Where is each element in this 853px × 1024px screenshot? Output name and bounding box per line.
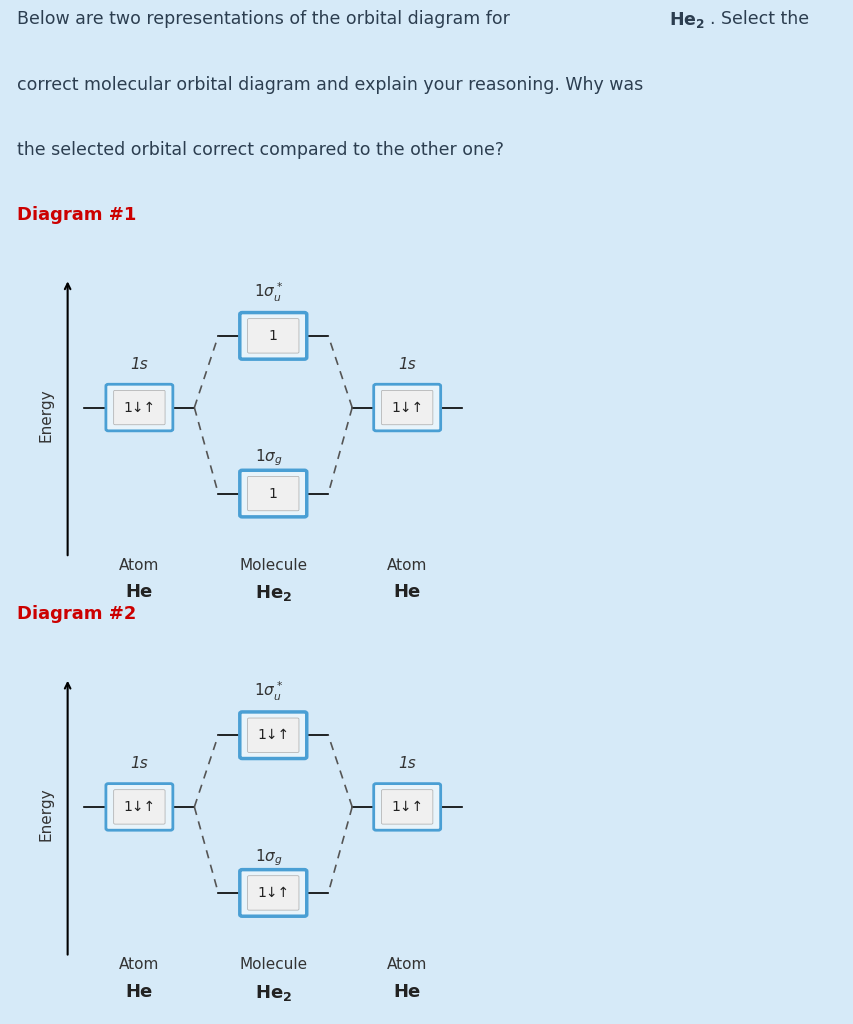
- FancyBboxPatch shape: [247, 318, 299, 353]
- Text: He: He: [125, 584, 153, 601]
- Text: correct molecular orbital diagram and explain your reasoning. Why was: correct molecular orbital diagram and ex…: [17, 77, 642, 94]
- Text: 1s: 1s: [397, 356, 415, 372]
- Text: Atom: Atom: [386, 558, 426, 573]
- Text: He: He: [393, 584, 421, 601]
- Text: $\mathbf{He_2}$: $\mathbf{He_2}$: [254, 983, 292, 1002]
- FancyBboxPatch shape: [374, 384, 440, 431]
- Text: the selected orbital correct compared to the other one?: the selected orbital correct compared to…: [17, 141, 503, 159]
- Text: . Select the: . Select the: [709, 10, 808, 29]
- FancyBboxPatch shape: [113, 790, 165, 824]
- FancyBboxPatch shape: [374, 783, 440, 830]
- Text: 1s: 1s: [131, 756, 148, 771]
- Text: 1↓↑: 1↓↑: [257, 886, 289, 900]
- Text: $\mathbf{He_2}$: $\mathbf{He_2}$: [254, 584, 292, 603]
- Text: 1s: 1s: [131, 356, 148, 372]
- Text: Molecule: Molecule: [239, 957, 307, 973]
- Text: $1\sigma_u^*$: $1\sigma_u^*$: [253, 281, 283, 303]
- Text: 1↓↑: 1↓↑: [123, 800, 155, 814]
- FancyBboxPatch shape: [240, 869, 306, 916]
- Text: $1\sigma_u^*$: $1\sigma_u^*$: [253, 680, 283, 702]
- FancyBboxPatch shape: [381, 790, 432, 824]
- Text: 1: 1: [269, 486, 277, 501]
- Text: 1↓↑: 1↓↑: [391, 400, 423, 415]
- Text: Atom: Atom: [386, 957, 426, 973]
- Text: Below are two representations of the orbital diagram for: Below are two representations of the orb…: [17, 10, 515, 29]
- FancyBboxPatch shape: [240, 712, 306, 759]
- FancyBboxPatch shape: [240, 470, 306, 517]
- Text: Atom: Atom: [119, 558, 160, 573]
- Text: $\mathbf{He_2}$: $\mathbf{He_2}$: [668, 10, 704, 31]
- FancyBboxPatch shape: [106, 384, 172, 431]
- Text: Molecule: Molecule: [239, 558, 307, 573]
- FancyBboxPatch shape: [113, 390, 165, 425]
- FancyBboxPatch shape: [106, 783, 172, 830]
- Text: 1: 1: [269, 329, 277, 343]
- Text: 1↓↑: 1↓↑: [257, 728, 289, 742]
- Text: 1↓↑: 1↓↑: [391, 800, 423, 814]
- Text: Energy: Energy: [38, 388, 54, 441]
- Text: He: He: [125, 983, 153, 1000]
- Text: $1\sigma_g$: $1\sigma_g$: [254, 447, 282, 469]
- FancyBboxPatch shape: [381, 390, 432, 425]
- Text: He: He: [393, 983, 421, 1000]
- Text: 1↓↑: 1↓↑: [123, 400, 155, 415]
- Text: Diagram #2: Diagram #2: [17, 605, 136, 624]
- FancyBboxPatch shape: [247, 476, 299, 511]
- Text: 1s: 1s: [397, 756, 415, 771]
- FancyBboxPatch shape: [240, 312, 306, 359]
- Text: Energy: Energy: [38, 787, 54, 841]
- FancyBboxPatch shape: [247, 718, 299, 753]
- Text: Atom: Atom: [119, 957, 160, 973]
- Text: Diagram #1: Diagram #1: [17, 206, 136, 224]
- Text: $1\sigma_g$: $1\sigma_g$: [254, 847, 282, 868]
- FancyBboxPatch shape: [247, 876, 299, 910]
